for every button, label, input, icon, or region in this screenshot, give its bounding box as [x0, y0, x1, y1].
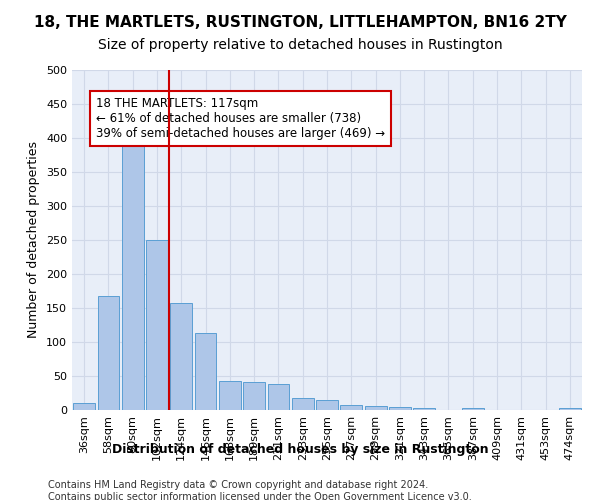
Bar: [365, 406, 386, 410]
Text: Size of property relative to detached houses in Rustington: Size of property relative to detached ho…: [98, 38, 502, 52]
Bar: [243, 382, 265, 410]
Bar: [146, 240, 168, 410]
Bar: [122, 145, 143, 410]
Bar: [340, 404, 362, 410]
Y-axis label: Number of detached properties: Number of detached properties: [28, 142, 40, 338]
Bar: [268, 384, 289, 410]
Bar: [73, 402, 95, 410]
Text: Contains HM Land Registry data © Crown copyright and database right 2024.
Contai: Contains HM Land Registry data © Crown c…: [48, 480, 472, 500]
Text: 18, THE MARTLETS, RUSTINGTON, LITTLEHAMPTON, BN16 2TY: 18, THE MARTLETS, RUSTINGTON, LITTLEHAMP…: [34, 15, 566, 30]
Bar: [194, 333, 217, 410]
Text: 18 THE MARTLETS: 117sqm
← 61% of detached houses are smaller (738)
39% of semi-d: 18 THE MARTLETS: 117sqm ← 61% of detache…: [96, 97, 385, 140]
Bar: [219, 382, 241, 410]
Bar: [170, 303, 192, 410]
Bar: [413, 408, 435, 410]
Bar: [97, 296, 119, 410]
Text: Distribution of detached houses by size in Rustington: Distribution of detached houses by size …: [112, 442, 488, 456]
Bar: [316, 400, 338, 410]
Bar: [292, 398, 314, 410]
Bar: [559, 408, 581, 410]
Bar: [462, 408, 484, 410]
Bar: [389, 406, 411, 410]
